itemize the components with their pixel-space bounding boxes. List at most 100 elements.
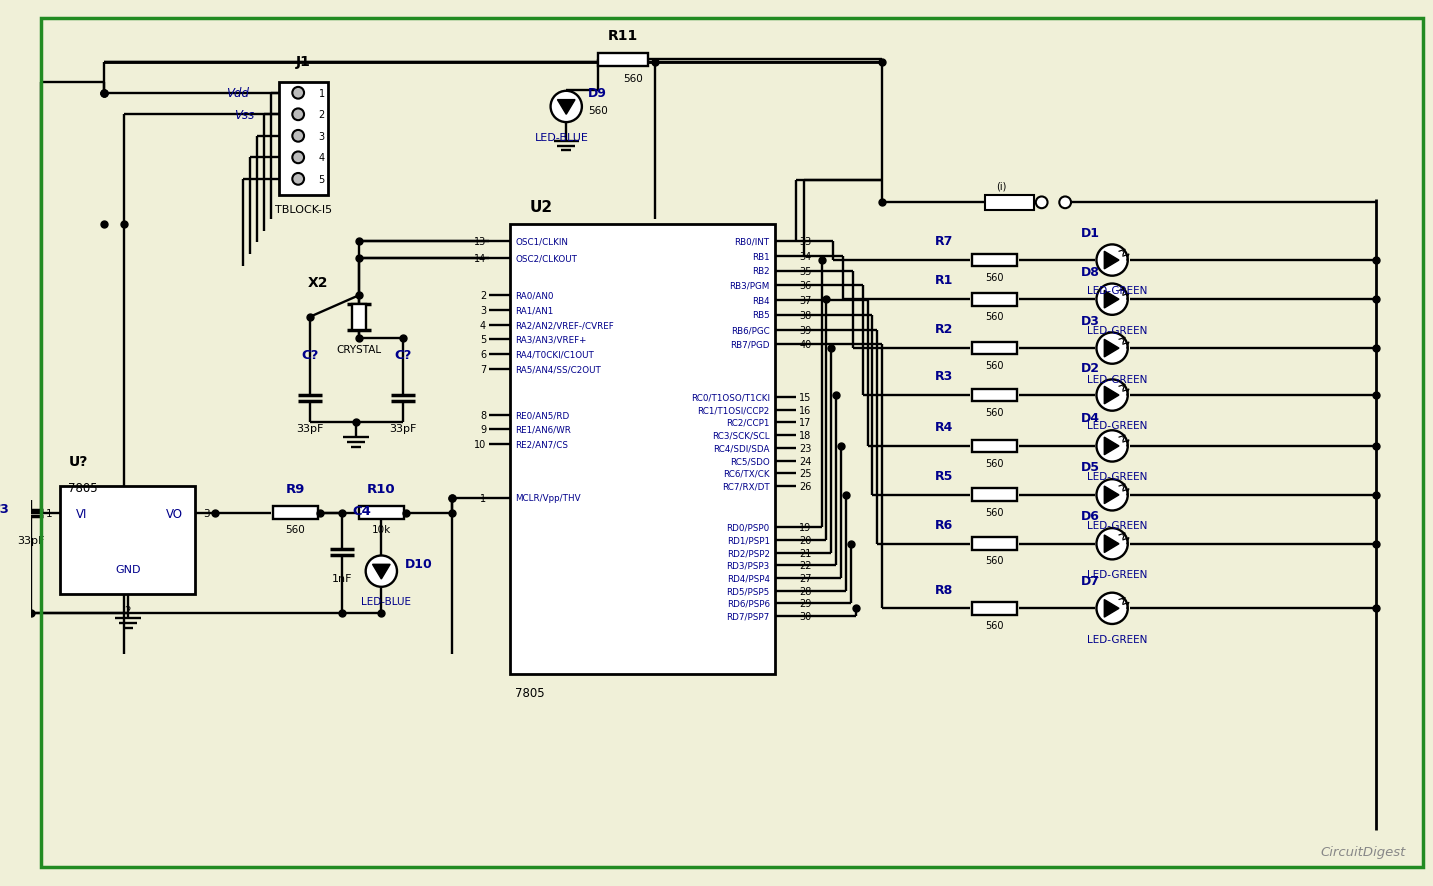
- Text: 15: 15: [800, 392, 811, 402]
- Bar: [60, 486, 195, 594]
- Text: 21: 21: [800, 548, 811, 558]
- Text: RE0/AN5/RD: RE0/AN5/RD: [516, 410, 569, 420]
- Text: R11: R11: [608, 29, 638, 43]
- Text: RA5/AN4/SS/C2OUT: RA5/AN4/SS/C2OUT: [516, 365, 602, 374]
- Text: CircuitDigest: CircuitDigest: [1320, 845, 1406, 858]
- Text: VI: VI: [76, 508, 87, 520]
- Text: D4: D4: [1080, 412, 1101, 425]
- Text: RD2/PSP2: RD2/PSP2: [727, 548, 770, 557]
- Text: D9: D9: [588, 87, 606, 100]
- Bar: [510, 224, 775, 674]
- Text: LED-GREEN: LED-GREEN: [1086, 325, 1148, 335]
- Text: 2: 2: [318, 110, 325, 120]
- Text: C?: C?: [394, 348, 411, 361]
- Text: 13: 13: [474, 237, 486, 247]
- Text: 2: 2: [480, 291, 486, 301]
- Text: 29: 29: [800, 599, 811, 609]
- Text: RC1/T1OSI/CCP2: RC1/T1OSI/CCP2: [698, 406, 770, 415]
- Text: 16: 16: [800, 405, 811, 416]
- Text: 25: 25: [800, 469, 811, 478]
- Text: 20: 20: [800, 535, 811, 545]
- Text: CRYSTAL: CRYSTAL: [337, 345, 381, 354]
- Text: OSC2/CLKOUT: OSC2/CLKOUT: [516, 254, 577, 263]
- Text: 17: 17: [800, 418, 811, 428]
- Circle shape: [292, 109, 304, 121]
- Polygon shape: [1105, 600, 1119, 618]
- Text: RB7/PGD: RB7/PGD: [731, 340, 770, 349]
- Text: RB2: RB2: [752, 267, 770, 276]
- Text: RC4/SDI/SDA: RC4/SDI/SDA: [714, 444, 770, 453]
- Text: C?: C?: [301, 348, 318, 361]
- Text: RC3/SCK/SCL: RC3/SCK/SCL: [712, 431, 770, 440]
- Text: 560: 560: [588, 105, 608, 115]
- Text: J1: J1: [295, 55, 311, 69]
- Text: LED-GREEN: LED-GREEN: [1086, 570, 1148, 579]
- Text: 8: 8: [480, 410, 486, 420]
- Bar: [272, 507, 318, 519]
- Text: 22: 22: [800, 561, 811, 571]
- Text: 560: 560: [986, 361, 1005, 370]
- Text: 7: 7: [480, 364, 486, 374]
- Text: 18: 18: [800, 431, 811, 440]
- Text: RA3/AN3/VREF+: RA3/AN3/VREF+: [516, 336, 586, 345]
- Circle shape: [1096, 284, 1128, 315]
- Text: RB4: RB4: [752, 296, 770, 306]
- Polygon shape: [373, 564, 390, 579]
- Text: D8: D8: [1080, 266, 1101, 278]
- Text: RD0/PSP0: RD0/PSP0: [727, 523, 770, 532]
- Text: VO: VO: [165, 508, 182, 520]
- Text: R3: R3: [934, 370, 953, 383]
- Text: TBLOCK-I5: TBLOCK-I5: [275, 205, 331, 215]
- Text: D5: D5: [1080, 461, 1101, 474]
- Polygon shape: [557, 100, 575, 115]
- Text: 4: 4: [318, 153, 325, 163]
- Text: LED-GREEN: LED-GREEN: [1086, 472, 1148, 482]
- Text: RC2/CCP1: RC2/CCP1: [727, 418, 770, 427]
- Text: D10: D10: [404, 557, 433, 571]
- Text: 34: 34: [800, 252, 811, 262]
- Text: RB3/PGM: RB3/PGM: [729, 282, 770, 291]
- Text: 35: 35: [800, 267, 811, 276]
- Text: RA1/AN1: RA1/AN1: [516, 306, 553, 315]
- Text: D2: D2: [1080, 361, 1101, 374]
- Text: R4: R4: [934, 421, 953, 434]
- Text: 560: 560: [986, 556, 1005, 566]
- Circle shape: [1096, 245, 1128, 276]
- Text: RB5: RB5: [752, 311, 770, 320]
- Text: LED-BLUE: LED-BLUE: [535, 133, 589, 143]
- Text: 24: 24: [800, 456, 811, 466]
- Bar: [972, 602, 1017, 615]
- Text: 10: 10: [474, 439, 486, 449]
- Text: RA0/AN0: RA0/AN0: [516, 291, 555, 300]
- Text: RE1/AN6/WR: RE1/AN6/WR: [516, 425, 572, 434]
- Polygon shape: [1105, 387, 1119, 404]
- Text: 3: 3: [480, 306, 486, 315]
- Text: 38: 38: [800, 310, 811, 321]
- Text: 19: 19: [800, 523, 811, 532]
- Text: RC0/T1OSO/T1CKI: RC0/T1OSO/T1CKI: [691, 393, 770, 402]
- Text: RA4/T0CKI/C1OUT: RA4/T0CKI/C1OUT: [516, 350, 595, 359]
- Text: R7: R7: [934, 235, 953, 248]
- Polygon shape: [1105, 535, 1119, 553]
- Text: U?: U?: [69, 455, 87, 469]
- Text: 560: 560: [623, 74, 642, 84]
- Text: 3: 3: [203, 509, 209, 519]
- Bar: [972, 538, 1017, 550]
- Text: 560: 560: [986, 458, 1005, 468]
- Text: 1: 1: [318, 89, 325, 98]
- Text: 560: 560: [986, 273, 1005, 283]
- Text: R8: R8: [934, 583, 953, 596]
- Circle shape: [1036, 198, 1048, 209]
- Text: 2: 2: [125, 606, 132, 616]
- Text: 27: 27: [800, 573, 811, 583]
- Text: RD6/PSP6: RD6/PSP6: [727, 599, 770, 609]
- Text: 1nF: 1nF: [332, 573, 353, 584]
- Text: RB1: RB1: [752, 253, 770, 261]
- Text: D3: D3: [1080, 315, 1101, 327]
- Text: D1: D1: [1080, 226, 1101, 239]
- Text: LED-GREEN: LED-GREEN: [1086, 421, 1148, 431]
- Text: 37: 37: [800, 296, 811, 306]
- Text: R9: R9: [285, 482, 305, 495]
- Text: 6: 6: [480, 350, 486, 360]
- Bar: [972, 489, 1017, 501]
